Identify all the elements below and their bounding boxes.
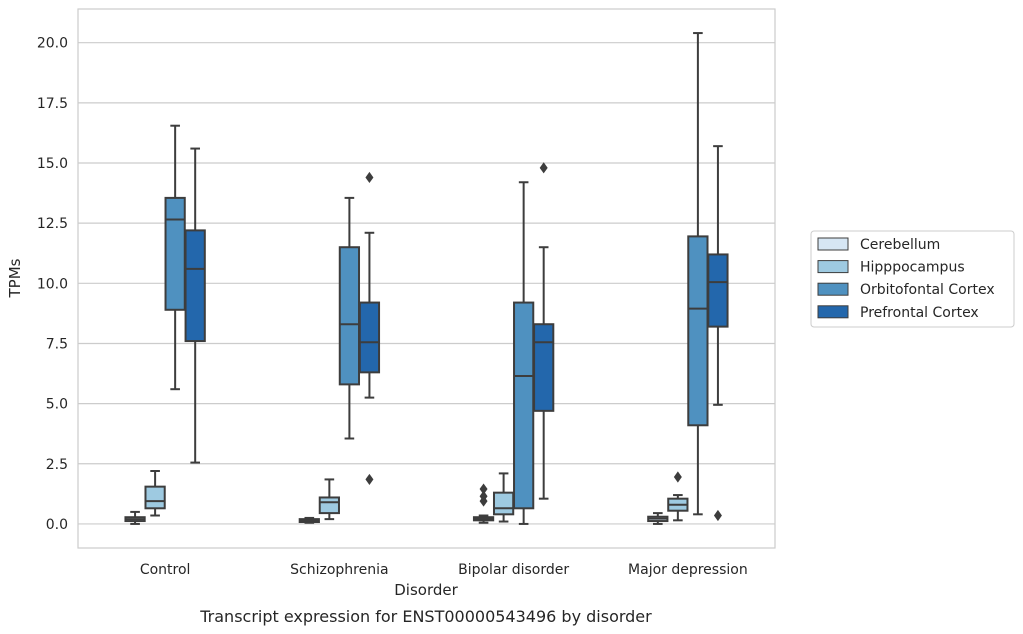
box-prefrontal-cortex xyxy=(707,145,729,522)
legend-swatch xyxy=(817,237,849,251)
y-tick-label: 10.0 xyxy=(37,276,68,292)
box-body xyxy=(707,253,729,328)
y-tick-label: 12.5 xyxy=(37,216,68,232)
x-axis-title: Disorder xyxy=(394,581,458,599)
box-prefrontal-cortex xyxy=(358,171,381,486)
outlier-point xyxy=(673,471,682,483)
outlier-point xyxy=(539,162,548,174)
box-body xyxy=(687,235,709,427)
outlier-point xyxy=(713,509,722,522)
box-hipppocampus xyxy=(144,470,166,517)
box-body xyxy=(492,491,515,516)
box-prefrontal-cortex xyxy=(533,162,555,500)
box-body xyxy=(338,246,361,386)
box-hipppocampus xyxy=(667,471,689,522)
legend-frame xyxy=(810,230,1015,328)
x-tick-label: Major depression xyxy=(628,562,748,578)
y-tick-label: 5.0 xyxy=(46,397,68,413)
box-body xyxy=(358,301,381,374)
outlier-point xyxy=(479,490,488,502)
box-body xyxy=(513,301,535,510)
legend: Cerebellum Hipppocampus Orbitofontal Corte… xyxy=(810,230,1015,328)
box-hipppocampus xyxy=(318,478,340,521)
outlier-point xyxy=(479,483,488,495)
chart-caption: Transcript expression for ENST0000054349… xyxy=(199,607,652,626)
legend-label: Orbitofontal Cortex xyxy=(860,282,995,298)
legend-label: Hipppocampus xyxy=(860,260,965,276)
box-orbitofontal-cortex xyxy=(164,124,186,391)
legend-swatch xyxy=(817,282,849,296)
y-tick-label: 20.0 xyxy=(37,36,68,52)
outlier-point xyxy=(365,473,374,486)
y-tick-labels: 0.0 2.5 5.0 7.5 10.0 12.5 15.0 17.5 20.0 xyxy=(37,36,68,533)
x-tick-labels: Control Schizophrenia Bipolar disorder Majo… xyxy=(140,562,748,578)
x-tick-label: Bipolar disorder xyxy=(458,562,569,578)
x-tick-label: Schizophrenia xyxy=(290,562,388,578)
y-tick-label: 17.5 xyxy=(37,96,68,112)
y-tick-label: 2.5 xyxy=(46,457,68,473)
box-body xyxy=(318,496,340,515)
legend-label: Prefrontal Cortex xyxy=(860,305,979,321)
legend-label: Cerebellum xyxy=(860,237,940,253)
box-hipppocampus xyxy=(492,472,515,523)
box-cerebellum xyxy=(298,516,320,524)
y-tick-label: 15.0 xyxy=(37,156,68,172)
y-axis-title: TPMs xyxy=(6,258,24,298)
box-cerebellum xyxy=(472,483,495,524)
plot-frame xyxy=(77,8,776,549)
box-orbitofontal-cortex xyxy=(687,32,709,516)
box-orbitofontal-cortex xyxy=(513,181,535,525)
y-tick-label: 7.5 xyxy=(46,336,68,352)
legend-swatch xyxy=(817,260,849,274)
box-orbitofontal-cortex xyxy=(338,196,361,440)
box-body xyxy=(144,485,166,510)
box-cerebellum xyxy=(647,512,669,525)
box-body xyxy=(184,229,206,343)
legend-swatch xyxy=(817,305,849,319)
boxes xyxy=(124,32,729,525)
outlier-point xyxy=(365,171,374,184)
box-body xyxy=(164,196,186,311)
box-prefrontal-cortex xyxy=(184,147,206,464)
y-tick-label: 0.0 xyxy=(46,517,68,533)
x-tick-label: Control xyxy=(140,562,191,578)
box-body xyxy=(533,323,555,412)
box-cerebellum xyxy=(124,510,146,525)
